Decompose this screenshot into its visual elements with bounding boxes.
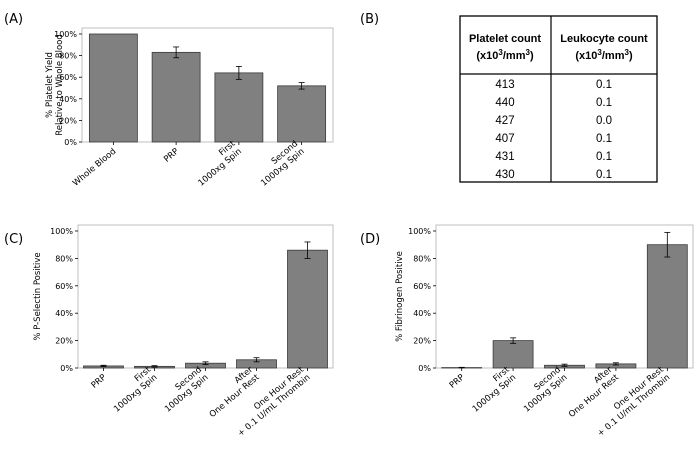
- x-category-label: Second1000xg Spin: [253, 139, 307, 189]
- bar: [151, 51, 201, 143]
- bar: [646, 244, 688, 369]
- table-row: 440 0.1: [495, 97, 612, 109]
- y-axis-label: Relative to Whole Blood: [55, 34, 65, 136]
- x-category-label-line: Whole Blood: [71, 147, 118, 189]
- table-cell-platelet: 440: [495, 97, 514, 109]
- plot-frame: [81, 27, 334, 143]
- count-table: Platelet count (x103/mm3) Leukocyte coun…: [459, 15, 658, 183]
- table-header-platelet: Platelet count: [469, 33, 541, 45]
- x-category-label: AfterOne Hour Rest: [561, 365, 622, 420]
- x-category-label: PRP: [448, 373, 467, 391]
- table-row: 430 0.1: [495, 169, 612, 181]
- y-tick-label: 40%: [59, 95, 77, 104]
- y-tick-label: 0%: [418, 364, 431, 373]
- x-category-label: First1000xg Spin: [190, 139, 244, 189]
- y-tick-label: 100%: [54, 30, 77, 39]
- y-tick-label: 80%: [413, 254, 431, 263]
- table-row: 431 0.1: [495, 151, 612, 163]
- chart-a-platelet-yield: 0% 20% 40% 60% 80% 100% % Platelet Yield Relati…: [45, 27, 334, 189]
- y-tick-label: 60%: [59, 73, 77, 82]
- table-row: 413 0.1: [495, 79, 612, 91]
- table-row: 407 0.1: [495, 133, 612, 145]
- bar: [214, 72, 264, 143]
- y-tick-label: 0%: [60, 364, 73, 373]
- x-category-label: PRP: [90, 373, 109, 391]
- y-tick-label: 100%: [408, 227, 431, 236]
- x-category-label: Whole Blood: [71, 147, 118, 189]
- bar: [287, 249, 328, 369]
- chart-c-p-selectin: 0% 20% 40% 60% 80% 100% % P-Selectin Positive P…: [33, 224, 334, 439]
- y-tick-label: 80%: [59, 52, 77, 61]
- table-cell-platelet: 431: [495, 151, 514, 163]
- table-header-leukocyte: Leukocyte count: [560, 33, 648, 45]
- y-tick-label: 60%: [413, 282, 431, 291]
- chart-d-fibrinogen: 0% 20% 40% 60% 80% 100% % Fibrinogen Positive P…: [395, 224, 694, 439]
- y-tick-label: 60%: [55, 282, 73, 291]
- y-tick-label: 20%: [55, 337, 73, 346]
- table-cell-platelet: 407: [495, 133, 514, 145]
- y-axis-label: % Platelet Yield: [45, 52, 55, 118]
- table-cell-leukocyte: 0.0: [596, 115, 612, 127]
- y-axis-label: % Fibrinogen Positive: [395, 251, 405, 342]
- table-cell-leukocyte: 0.1: [596, 133, 612, 145]
- y-tick-label: 0%: [64, 138, 77, 147]
- bar: [88, 33, 138, 143]
- table-header-platelet-unit: (x103/mm3): [476, 48, 534, 62]
- table-cell-platelet: 427: [495, 115, 514, 127]
- x-category-label-line: PRP: [448, 373, 467, 391]
- x-category-label: Second1000xg Spin: [516, 365, 570, 415]
- x-category-label-line: PRP: [162, 147, 181, 165]
- table-row: 427 0.0: [495, 115, 612, 127]
- table-cell-leukocyte: 0.1: [596, 169, 612, 181]
- panel-label-a: (A): [4, 12, 23, 27]
- y-tick-label: 80%: [55, 254, 73, 263]
- table-cell-leukocyte: 0.1: [596, 97, 612, 109]
- y-tick-label: 20%: [413, 337, 431, 346]
- table-header-leukocyte-unit: (x103/mm3): [575, 48, 633, 62]
- y-tick-label: 40%: [413, 309, 431, 318]
- x-category-label: First1000xg Spin: [464, 365, 518, 415]
- bar: [492, 340, 534, 369]
- y-tick-label: 100%: [50, 227, 73, 236]
- table-cell-platelet: 413: [495, 79, 514, 91]
- x-category-label: PRP: [162, 147, 181, 165]
- table-cell-leukocyte: 0.1: [596, 79, 612, 91]
- panel-label-d: (D): [360, 232, 380, 247]
- panel-label-b: (B): [360, 12, 379, 27]
- x-category-label: Second1000xg Spin: [157, 365, 211, 415]
- panel-label-c: (C): [4, 232, 23, 247]
- table-cell-platelet: 430: [495, 169, 514, 181]
- x-category-label-line: PRP: [90, 373, 109, 391]
- x-category-label: AfterOne Hour Rest: [201, 365, 262, 420]
- x-category-label: First1000xg Spin: [106, 365, 160, 415]
- y-tick-label: 20%: [59, 116, 77, 125]
- table-cell-leukocyte: 0.1: [596, 151, 612, 163]
- bar: [277, 85, 327, 143]
- y-axis-label: % P-Selectin Positive: [33, 252, 43, 340]
- y-tick-label: 40%: [55, 309, 73, 318]
- table-border: [459, 15, 658, 183]
